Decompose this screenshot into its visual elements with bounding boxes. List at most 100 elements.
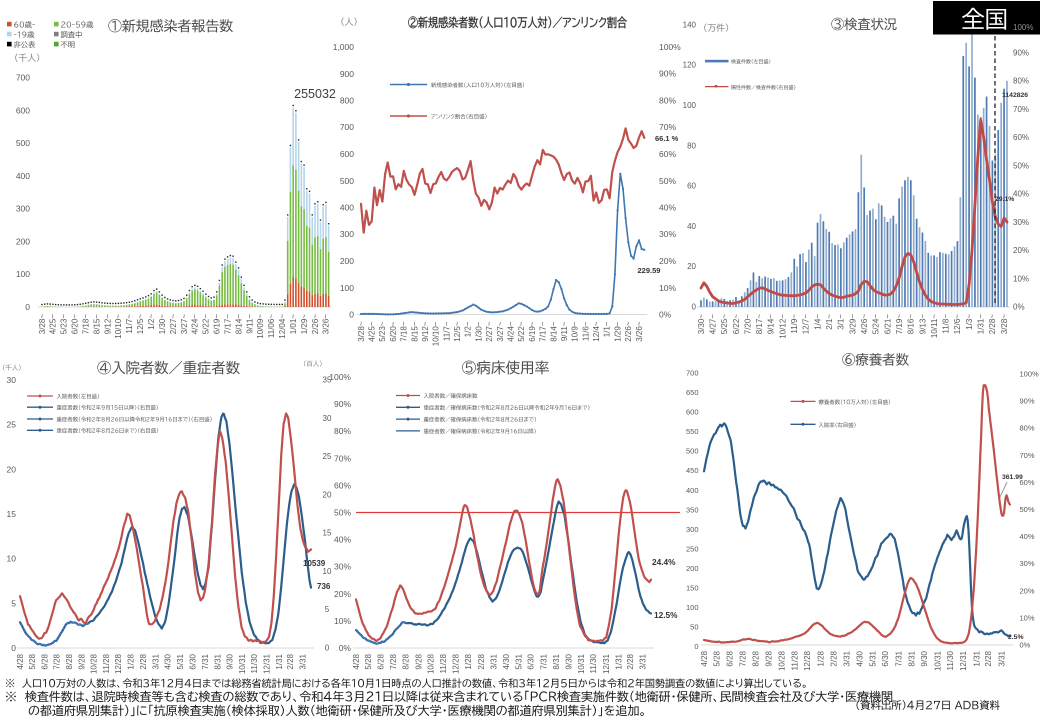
svg-text:3/26~: 3/26~ [322,314,331,335]
svg-text:1/1~: 1/1~ [603,321,612,337]
svg-text:100%: 100% [1020,370,1040,379]
svg-text:100%: 100% [329,372,351,382]
svg-text:11/28: 11/28 [102,653,111,673]
svg-text:8/31: 8/31 [213,653,222,669]
svg-text:3/31: 3/31 [490,653,499,669]
svg-text:9/30: 9/30 [920,650,929,666]
svg-text:5/25~: 5/25~ [720,314,729,335]
svg-text:8/16~: 8/16~ [907,314,916,335]
svg-text:700: 700 [686,369,699,378]
svg-text:11/28: 11/28 [791,650,800,670]
svg-text:8/14~: 8/14~ [234,314,243,335]
svg-text:2.5%: 2.5% [1008,634,1024,641]
svg-text:7/28: 7/28 [53,653,62,669]
svg-text:10539: 10539 [303,559,326,568]
svg-text:5/31: 5/31 [514,653,523,669]
svg-text:10%: 10% [659,283,676,293]
svg-text:5/23~: 5/23~ [378,321,387,342]
svg-text:10/31: 10/31 [577,653,586,674]
svg-text:7/17~: 7/17~ [539,321,548,342]
svg-text:11/28: 11/28 [439,653,448,673]
svg-text:400: 400 [686,486,699,495]
svg-text:550: 550 [686,427,699,436]
svg-text:12/7~: 12/7~ [802,314,811,335]
svg-text:10%: 10% [1013,274,1029,283]
svg-text:6/20~: 6/20~ [389,321,398,342]
svg-text:80%: 80% [659,96,676,106]
svg-text:20%: 20% [1013,246,1029,255]
svg-text:229.59: 229.59 [638,266,661,275]
svg-text:4/26~: 4/26~ [860,314,869,335]
svg-text:10/9~: 10/9~ [571,321,580,342]
svg-text:90%: 90% [1020,397,1035,406]
svg-text:2/26~: 2/26~ [311,314,320,335]
svg-text:60%: 60% [334,480,351,490]
svg-text:20: 20 [7,464,17,474]
svg-text:100: 100 [340,283,354,293]
svg-text:20%: 20% [334,589,351,599]
svg-text:6/19~: 6/19~ [528,321,537,342]
svg-text:10/28: 10/28 [90,653,99,674]
svg-text:20%: 20% [659,256,676,266]
svg-text:10/12~: 10/12~ [778,314,787,339]
svg-text:500: 500 [16,138,30,148]
svg-text:12/28: 12/28 [803,650,812,671]
svg-text:12/4~: 12/4~ [592,321,601,342]
svg-text:6/22~: 6/22~ [732,314,741,335]
svg-text:8/14~: 8/14~ [549,321,558,342]
svg-text:0%: 0% [1020,641,1031,650]
svg-text:0: 0 [692,303,697,312]
svg-text:150: 150 [686,584,699,593]
svg-text:8/28: 8/28 [65,653,74,669]
svg-text:1142826: 1142826 [1002,92,1028,99]
svg-text:1/2~: 1/2~ [147,314,156,330]
svg-text:6/21~: 6/21~ [883,314,892,335]
svg-text:5: 5 [11,598,16,608]
svg-text:5/31: 5/31 [176,653,185,669]
svg-text:5/28: 5/28 [713,650,722,666]
svg-text:3/1~: 3/1~ [837,314,846,330]
svg-text:3/31: 3/31 [299,653,308,669]
svg-text:400: 400 [16,171,30,181]
svg-text:8/31: 8/31 [552,653,561,669]
svg-text:4/28: 4/28 [16,653,25,669]
svg-text:700: 700 [340,122,354,132]
svg-text:7/31: 7/31 [539,653,548,669]
svg-text:1/01~: 1/01~ [289,314,298,335]
svg-text:9/30: 9/30 [225,653,234,669]
svg-text:200: 200 [340,256,354,266]
svg-text:600: 600 [686,408,699,417]
svg-text:7/20~: 7/20~ [743,314,752,335]
svg-text:2/28: 2/28 [139,653,148,669]
svg-text:10/09~: 10/09~ [256,314,265,339]
svg-text:11/30: 11/30 [946,650,955,670]
svg-text:1/28: 1/28 [127,653,136,669]
svg-text:140: 140 [683,20,697,29]
svg-text:40: 40 [687,222,696,231]
svg-text:200: 200 [686,564,699,573]
svg-text:8/15~: 8/15~ [92,314,101,335]
svg-text:7/28: 7/28 [389,653,398,669]
svg-text:9/28: 9/28 [765,650,774,666]
svg-text:5/31: 5/31 [869,650,878,666]
svg-text:11/6~: 11/6~ [581,321,590,341]
svg-text:7/17~: 7/17~ [223,314,232,335]
svg-text:6/30: 6/30 [188,653,197,669]
svg-text:3/27~: 3/27~ [496,321,505,342]
svg-text:30: 30 [323,414,332,423]
svg-text:80%: 80% [334,426,351,436]
svg-text:2/1~: 2/1~ [825,314,834,330]
svg-text:250: 250 [686,545,699,554]
svg-text:9/30: 9/30 [564,653,573,669]
svg-text:1/28: 1/28 [816,650,825,666]
svg-text:9/11~: 9/11~ [245,314,254,334]
svg-text:50%: 50% [1013,161,1029,170]
svg-text:1/3~: 1/3~ [965,314,974,330]
svg-text:3/27~: 3/27~ [180,314,189,335]
svg-text:10%: 10% [334,616,351,626]
svg-text:80: 80 [687,141,696,150]
svg-text:1,000: 1,000 [333,42,355,52]
svg-text:12/5~: 12/5~ [136,314,145,335]
svg-text:6/28: 6/28 [40,653,49,669]
svg-text:0: 0 [325,644,330,653]
